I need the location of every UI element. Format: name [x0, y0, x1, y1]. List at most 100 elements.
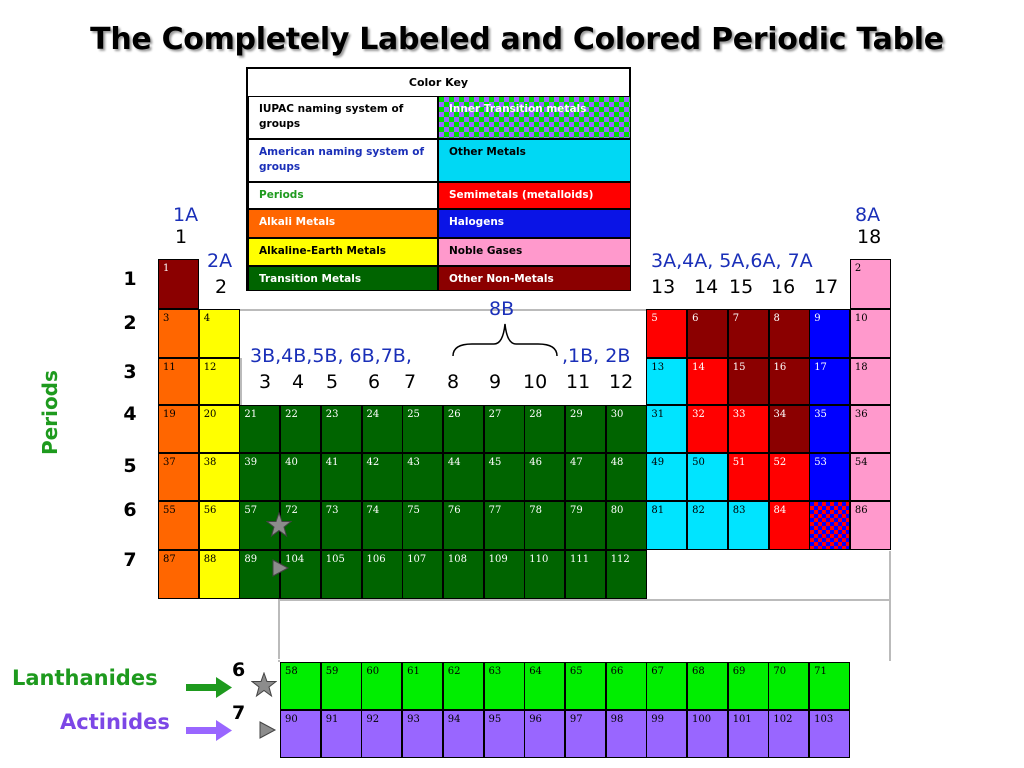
atomic-number: 45 [488, 457, 502, 468]
atomic-number: 57 [244, 505, 258, 516]
element-cell: 40 [280, 453, 322, 501]
atomic-number: 15 [732, 362, 746, 373]
atomic-number: 35 [814, 409, 827, 420]
atomic-number: 79 [570, 505, 583, 516]
atomic-number: 95 [488, 714, 502, 725]
atomic-number: 43 [407, 457, 420, 468]
element-cell: 32 [687, 405, 729, 453]
atomic-number: 28 [529, 409, 543, 420]
atomic-number: 52 [773, 457, 787, 468]
atomic-number: 29 [570, 409, 583, 420]
atomic-number: 66 [610, 666, 624, 677]
actinides-arrow-icon [186, 720, 232, 741]
atomic-number: 5 [651, 313, 658, 324]
atomic-number: 31 [651, 409, 665, 420]
transition-group-number: 12 [609, 371, 634, 393]
color-key-entry-label: Halogens [449, 216, 505, 228]
element-cell: 108 [442, 550, 484, 599]
period-number: 6 [123, 499, 137, 521]
element-cell: 112 [605, 550, 647, 599]
element-cell: 29 [565, 405, 606, 453]
lanthanide-cell: 58 [280, 662, 321, 710]
element-cell: 104 [280, 550, 322, 599]
element-cell: 47 [565, 453, 606, 501]
atomic-number: 16 [773, 362, 787, 373]
atomic-number: 7 [732, 313, 740, 324]
atomic-number: 39 [244, 457, 258, 468]
element-cell: 7 [727, 309, 769, 358]
atomic-number: 103 [814, 714, 834, 725]
atomic-number: 34 [773, 409, 787, 420]
atomic-number: 24 [366, 409, 380, 420]
atomic-number: 90 [285, 714, 298, 725]
p-block-group-number: 13 [651, 276, 676, 298]
atomic-number: 25 [407, 409, 420, 420]
actinide-cell: 92 [361, 710, 403, 758]
actinide-cell: 103 [809, 710, 851, 758]
element-cell: 2 [849, 259, 891, 309]
atomic-number: 46 [529, 457, 543, 468]
element-cell: 55 [158, 501, 199, 550]
element-cell: 43 [402, 453, 444, 501]
group-2-iupac-label: 2 [215, 276, 228, 298]
color-key-entry: American naming system of groups [248, 139, 438, 182]
atomic-number: 105 [325, 554, 345, 565]
period-number: 3 [123, 361, 137, 383]
atomic-number: 26 [447, 409, 461, 420]
element-cell: 24 [361, 405, 403, 453]
color-key-entry-label: Alkaline-Earth Metals [259, 245, 387, 257]
atomic-number: 71 [814, 666, 827, 677]
element-cell: 81 [646, 501, 688, 550]
atomic-number: 111 [570, 554, 590, 565]
atomic-number: 97 [569, 714, 583, 725]
element-cell: 84 [768, 501, 810, 550]
period-number: 2 [123, 312, 137, 334]
transition-group-number: 11 [566, 371, 591, 393]
color-key-entry: Inner Transition metals [438, 96, 631, 139]
lanthanide-cell: 61 [402, 662, 444, 710]
element-cell: 87 [158, 550, 199, 599]
element-cell: 4 [198, 309, 240, 358]
actinium-triangle-icon [272, 559, 290, 577]
atomic-number: 50 [692, 457, 705, 468]
transition-group-number: 3 [259, 371, 272, 393]
element-cell: 25 [402, 405, 444, 453]
atomic-number: 44 [447, 457, 461, 468]
actinides-period-label: 7 [232, 702, 246, 724]
atomic-number: 88 [203, 554, 217, 565]
atomic-number: 72 [285, 505, 298, 516]
atomic-number: 64 [529, 666, 542, 677]
atomic-number: 22 [285, 409, 298, 420]
actinide-cell: 91 [320, 710, 362, 758]
element-cell: 88 [198, 550, 240, 599]
color-key-entry: Noble Gases [438, 238, 631, 266]
atomic-number: 10 [854, 313, 868, 324]
p-block-group-number: 14 [694, 276, 719, 298]
page-title: The Completely Labeled and Colored Perio… [90, 22, 944, 57]
element-cell: 15 [727, 358, 769, 405]
element-cell: 21 [239, 405, 281, 453]
transition-group-number: 4 [292, 371, 305, 393]
atomic-number: 21 [244, 409, 258, 420]
atomic-number: 94 [447, 714, 461, 725]
element-cell: 19 [158, 405, 199, 453]
atomic-number: 108 [447, 554, 467, 565]
lanthanides-arrow-icon [186, 677, 232, 698]
element-cell: 27 [483, 405, 525, 453]
color-key-entry: Periods [248, 182, 438, 209]
atomic-number: 84 [773, 505, 787, 516]
atomic-number: 13 [651, 362, 665, 373]
element-cell: 45 [483, 453, 525, 501]
color-key-entry-label: American naming system of groups [259, 146, 425, 173]
lanthanide-cell: 67 [646, 662, 688, 710]
element-cell: 9 [809, 309, 851, 358]
color-key-entry: Semimetals (metalloids) [438, 182, 631, 209]
group-2-american-label: 2A [207, 250, 233, 272]
atomic-number: 106 [366, 554, 386, 565]
actinide-cell: 96 [524, 710, 566, 758]
element-cell: 14 [687, 358, 729, 405]
transition-group-number: 5 [326, 371, 339, 393]
p-block-american-label: 3A,4A, 5A,6A, 7A [651, 250, 813, 272]
color-key-entry-label: Other Non-Metals [449, 273, 554, 285]
atomic-number: 53 [814, 457, 827, 468]
